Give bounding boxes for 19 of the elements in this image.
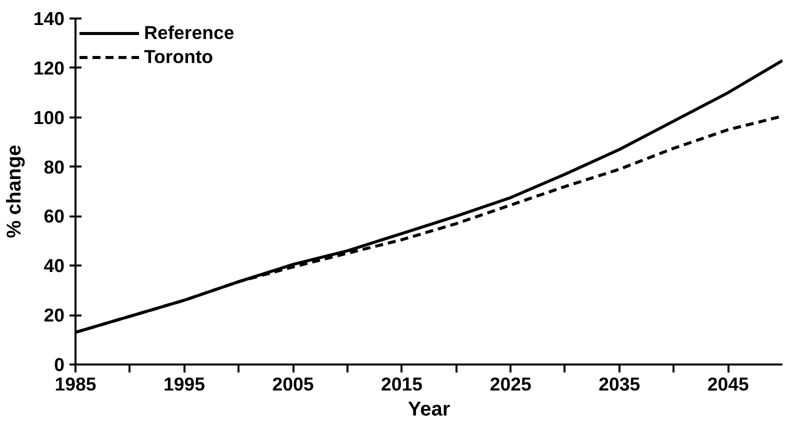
legend-label: Reference [144,22,234,44]
x-tick-label: 2005 [272,374,314,394]
x-tick-label: 2015 [381,374,423,394]
y-tick-label: 0 [54,354,65,375]
y-tick-label: 40 [44,255,65,276]
y-tick-label: 120 [33,57,65,78]
y-tick-label: 80 [44,156,65,178]
legend-label: Toronto [144,46,214,68]
y-tick-label: 100 [33,106,65,128]
y-tick-label: 20 [44,304,65,326]
x-tick-label: 1995 [164,374,206,394]
x-tick-label: 1985 [54,374,96,394]
y-tick-label: 140 [33,8,65,29]
x-tick-label: 2045 [707,374,749,394]
x-axis-title: Year [408,398,450,420]
y-tick-label: 60 [44,206,65,227]
y-axis-title: % change [3,144,26,238]
x-tick-label: 2025 [490,374,532,394]
x-tick-label: 2035 [598,374,640,394]
